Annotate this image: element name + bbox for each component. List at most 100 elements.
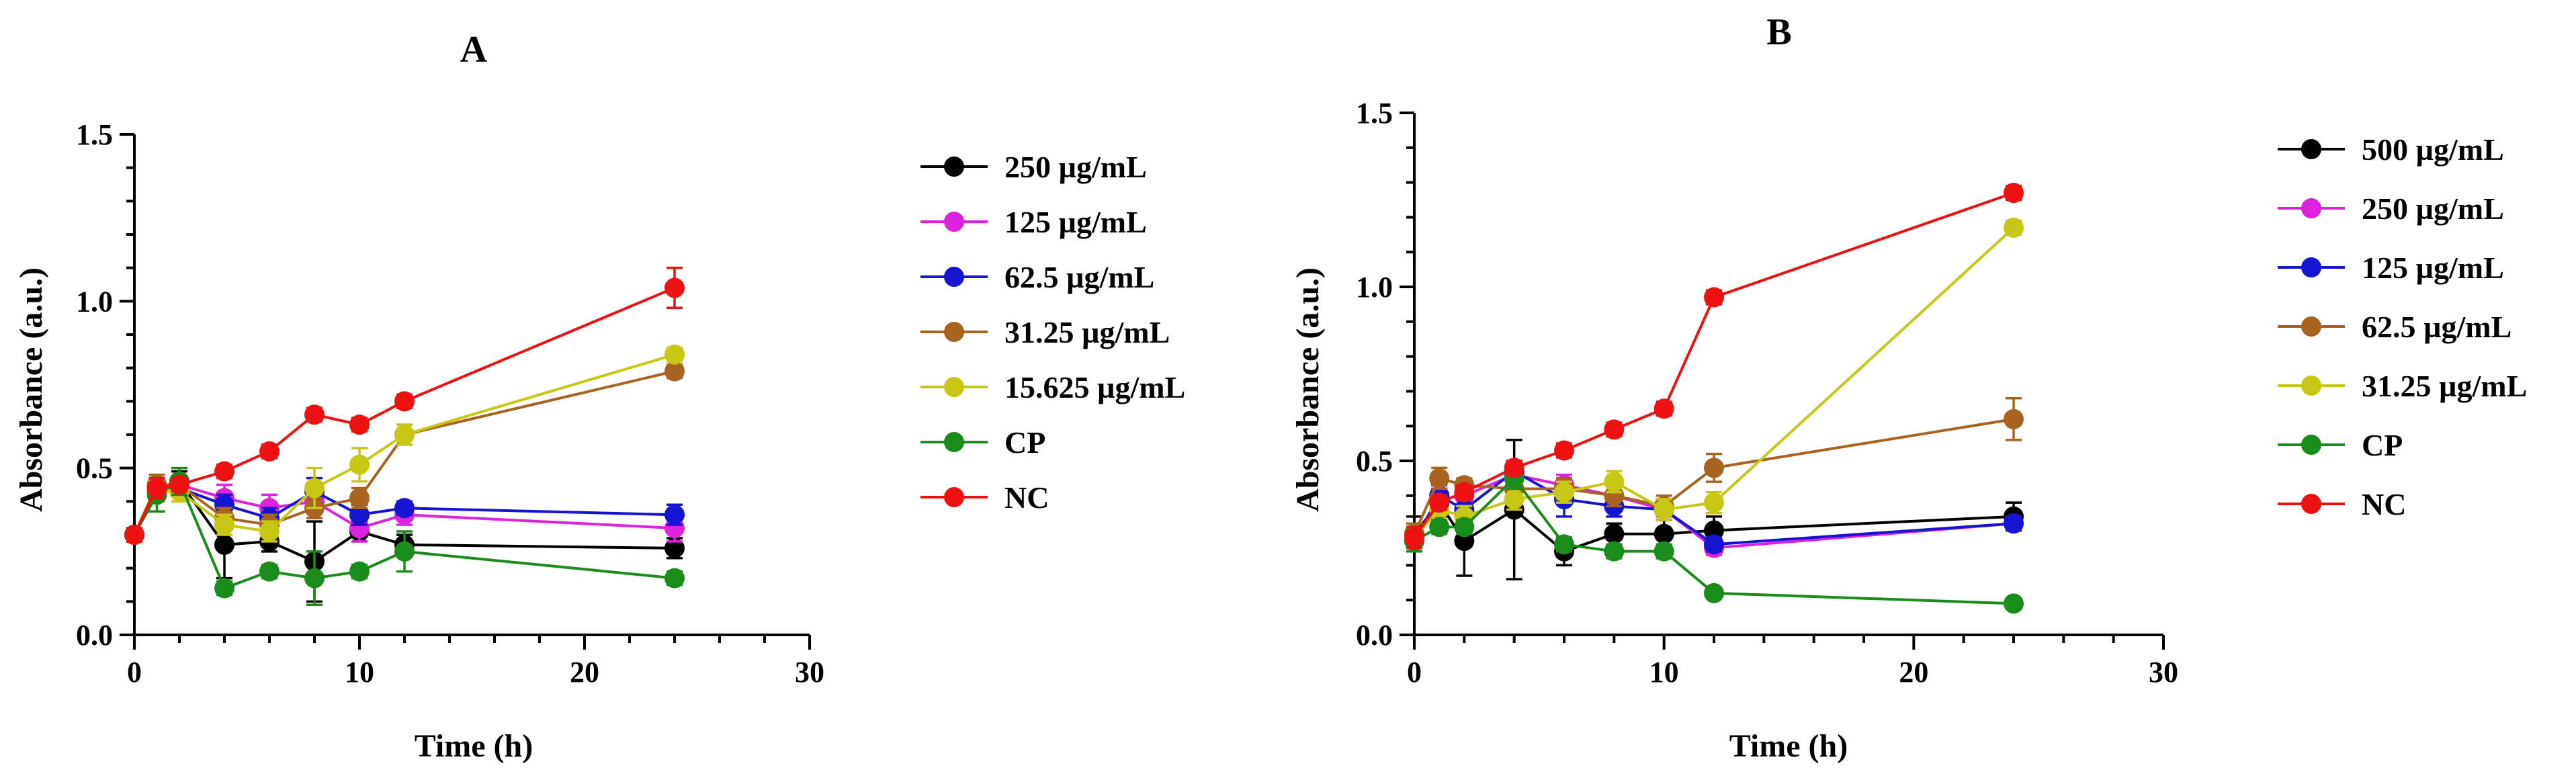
- data-point: [214, 515, 234, 535]
- series-b-7: [1404, 183, 2024, 550]
- legend-label: NC: [1004, 480, 1049, 515]
- data-point: [2004, 593, 2024, 614]
- y-tick-label: 0.0: [76, 619, 113, 652]
- data-point: [1429, 468, 1450, 488]
- data-point: [2004, 183, 2024, 204]
- data-point: [664, 361, 685, 382]
- x-tick-label: 30: [2149, 656, 2178, 689]
- data-point: [1454, 517, 1475, 537]
- legend-b: 500 µg/mL 250 µg/mL 125 µg/mL 62.5 µg/mL 31.…: [2278, 132, 2527, 521]
- data-point: [1704, 520, 1724, 541]
- data-point: [349, 561, 370, 582]
- y-tick-label: 0.5: [1356, 445, 1393, 478]
- data-point: [664, 505, 685, 525]
- data-point: [304, 568, 325, 589]
- legend-item: 500 µg/mL: [2278, 132, 2504, 167]
- x-tick-label: 30: [795, 656, 824, 689]
- legend-item: NC: [920, 480, 1049, 515]
- x-tick-label: 10: [1649, 656, 1679, 689]
- data-point: [1604, 541, 1625, 562]
- x-tick-label: 20: [1899, 656, 1928, 689]
- legend-marker: [944, 377, 964, 397]
- x-axis-title-a: Time (h): [415, 728, 533, 764]
- data-point: [1554, 482, 1574, 503]
- legend-marker: [2301, 494, 2321, 514]
- legend-marker: [2301, 139, 2321, 159]
- chart-panel-b: B Time (h) Absorbance (a.u.) 0 10 20 300.00…: [1290, 11, 2527, 764]
- legend-item: 31.25 µg/mL: [2278, 369, 2527, 403]
- data-point: [394, 391, 415, 412]
- data-point: [259, 441, 280, 462]
- x-tick-label: 20: [570, 656, 599, 689]
- data-point: [1704, 534, 1724, 555]
- legend-item: 250 µg/mL: [920, 150, 1147, 184]
- legend-label: 62.5 µg/mL: [2362, 310, 2511, 344]
- legend-item: 62.5 µg/mL: [2278, 310, 2511, 344]
- data-point: [2004, 217, 2024, 238]
- data-point: [169, 474, 189, 495]
- x-tick-label: 10: [345, 656, 374, 689]
- data-point: [1454, 531, 1475, 552]
- legend-label: 250 µg/mL: [1004, 150, 1147, 184]
- data-point: [394, 425, 415, 445]
- panel-label-a: A: [460, 29, 488, 71]
- y-tick-label: 1.5: [1356, 97, 1393, 130]
- data-point: [1429, 492, 1450, 513]
- chart-panel-a: A Time (h) Absorbance (a.u.) 0 10 20 300.00…: [13, 29, 1185, 764]
- legend-item: 15.625 µg/mL: [920, 370, 1185, 404]
- legend-label: CP: [2362, 428, 2403, 462]
- data-point: [1504, 458, 1525, 478]
- axes-a: 0 10 20 30 0.0 0.5 1.0 1.5: [76, 118, 824, 689]
- x-axis-title-b: Time (h): [1729, 728, 1848, 764]
- legend-a: 250 µg/mL 125 µg/mL 62.5 µg/mL 31.25 µg/mL 1…: [920, 150, 1185, 515]
- data-point: [1654, 541, 1674, 562]
- legend-marker: [944, 322, 964, 342]
- y-tick-label: 0.5: [76, 452, 113, 485]
- legend-marker: [944, 487, 964, 507]
- data-point: [1704, 458, 1724, 478]
- legend-marker: [944, 157, 964, 177]
- series-line: [1413, 226, 2015, 539]
- data-point: [1654, 523, 1674, 544]
- data-point: [124, 525, 144, 545]
- data-point: [349, 454, 370, 475]
- data-point: [1704, 287, 1724, 308]
- legend-marker: [944, 212, 964, 232]
- legend-label: 125 µg/mL: [1004, 205, 1147, 239]
- series-a-7: [124, 266, 685, 545]
- legend-item: 250 µg/mL: [2278, 191, 2504, 226]
- legend-label: 500 µg/mL: [2362, 132, 2504, 167]
- data-point: [1604, 485, 1625, 506]
- data-point: [259, 561, 280, 582]
- data-point: [394, 541, 415, 562]
- data-point: [214, 534, 234, 555]
- data-point: [1604, 472, 1625, 492]
- legend-label: 62.5 µg/mL: [1004, 260, 1154, 294]
- data-point: [1504, 488, 1525, 509]
- data-point: [2004, 513, 2024, 534]
- legend-item: 62.5 µg/mL: [920, 260, 1154, 294]
- data-point: [349, 415, 370, 435]
- legend-marker: [944, 432, 964, 452]
- data-point: [664, 537, 685, 558]
- data-point: [349, 505, 370, 525]
- legend-marker: [2301, 316, 2321, 337]
- series-a-6: [124, 466, 685, 607]
- data-point: [214, 461, 234, 482]
- legend-marker: [2301, 257, 2321, 277]
- data-point: [1454, 482, 1475, 503]
- data-point: [664, 344, 685, 365]
- y-tick-label: 1.5: [76, 118, 113, 151]
- legend-item: 125 µg/mL: [920, 205, 1147, 239]
- data-point: [304, 404, 325, 425]
- data-point: [304, 478, 325, 499]
- legend-label: 125 µg/mL: [2362, 251, 2504, 285]
- data-point: [1604, 419, 1625, 440]
- legend-item: 31.25 µg/mL: [920, 315, 1170, 349]
- legend-marker: [2301, 376, 2321, 396]
- legend-label: 31.25 µg/mL: [2362, 369, 2527, 403]
- legend-label: CP: [1004, 425, 1045, 460]
- y-tick-label: 1.0: [76, 285, 113, 318]
- series-layer-b: [1404, 183, 2024, 614]
